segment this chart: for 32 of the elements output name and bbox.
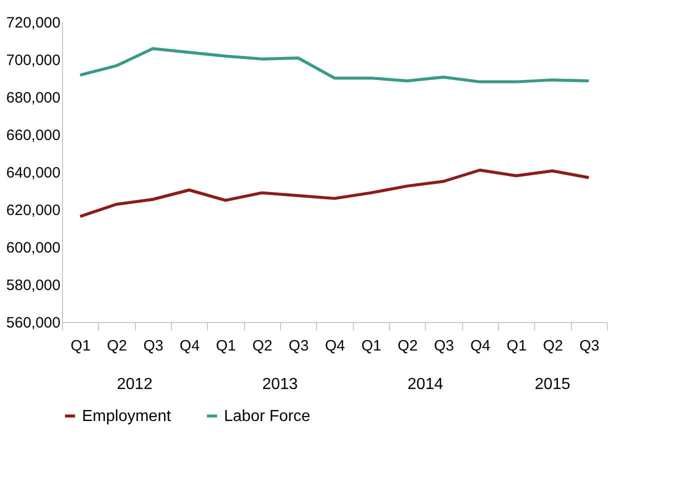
y-tick-label: 640,000: [6, 164, 60, 182]
y-tick-label: 580,000: [6, 277, 60, 294]
text: 2012: [116, 376, 153, 393]
y-tick-label: 660,000: [6, 127, 60, 144]
legend-label: Employment: [82, 408, 172, 425]
y-tick-label: 600,000: [6, 240, 60, 256]
x-tick-label: Q1: [216, 338, 236, 354]
y-tick-label: 700,000: [6, 52, 60, 69]
text: 2014: [408, 376, 444, 393]
x-tick-label: Q4: [470, 338, 490, 354]
y-tick-label: 620,000: [6, 202, 60, 219]
x-tick-label: Q3: [579, 338, 600, 354]
x-tick-label: Q3: [288, 338, 309, 354]
line-series: [78, 47, 590, 84]
x-tick-label: Q1: [361, 338, 382, 354]
y-tick-label: 680,000: [6, 90, 60, 106]
x-tick-label: Q3: [434, 338, 454, 354]
x-tick-label: Q2: [542, 338, 564, 354]
x-tick-label: Q4: [324, 338, 346, 354]
line-series: [78, 168, 590, 218]
x-tick-label: Q4: [180, 338, 200, 354]
y-tick-label: 560,000: [6, 314, 60, 332]
x-tick-label: Q2: [398, 338, 418, 354]
legend-label: Labor Force: [224, 408, 310, 425]
text: 2015: [534, 376, 570, 393]
x-tick-label: Q2: [106, 338, 128, 354]
y-tick-label: 720,000: [6, 14, 60, 32]
x-tick-label: Q3: [143, 338, 164, 354]
x-tick-label: Q2: [252, 338, 272, 354]
x-tick-label: Q1: [506, 338, 527, 354]
x-tick-label: Q1: [70, 338, 91, 354]
text: 2013: [262, 376, 298, 393]
